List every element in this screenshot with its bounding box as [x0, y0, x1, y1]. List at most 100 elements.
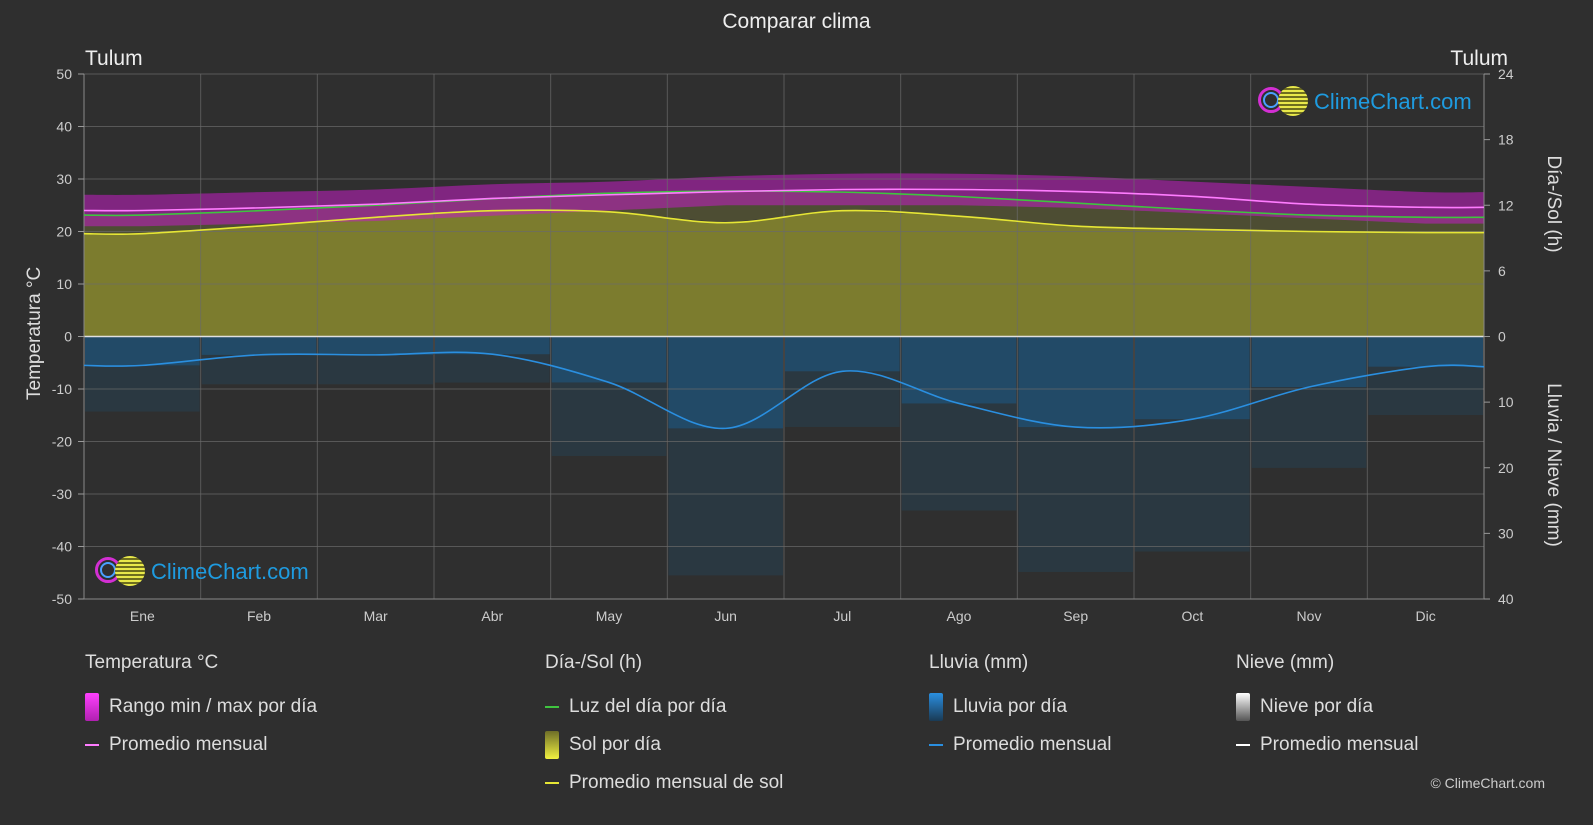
legend-snow: Nieve (mm) Nieve por día Promedio mensua… [1236, 652, 1418, 764]
y-left-tick-label: -20 [52, 434, 72, 450]
legend-label: Nieve por día [1260, 696, 1374, 717]
copyright: © ClimeChart.com [1430, 775, 1545, 791]
rain-bar-extreme [551, 336, 667, 456]
logo-top: ClimeChart.com [1258, 86, 1472, 118]
rain-bar [785, 336, 900, 372]
legend-heading: Nieve (mm) [1236, 652, 1335, 673]
rain-bar-extreme [201, 336, 317, 385]
rain-bar [901, 336, 1017, 404]
y-left-tick-label: -40 [52, 539, 72, 555]
rain-bar-extreme [318, 336, 433, 385]
rain-bar-extreme [85, 336, 200, 412]
y-right-bottom-tick-label: 20 [1498, 460, 1514, 476]
legend-item-daylight: Luz del día por día [545, 688, 783, 726]
y-left-tick-label: 20 [56, 224, 72, 240]
legend-heading: Día-/Sol (h) [545, 652, 643, 673]
rain-bar [1368, 336, 1483, 367]
rain-bar-extreme [668, 336, 783, 576]
y-right-bottom-tick-label: 30 [1498, 525, 1514, 541]
x-tick-label: Feb [247, 608, 271, 624]
rain-bar-extreme [1135, 336, 1250, 552]
x-tick-label: Mar [364, 608, 388, 624]
legend-label: Sol por día [569, 734, 661, 755]
legend-label: Luz del día por día [569, 696, 727, 717]
y-left-tick-label: 50 [56, 66, 72, 82]
y-left-tick-label: -50 [52, 591, 72, 607]
rain-bar-extreme [901, 336, 1017, 511]
legend-item-temp-avg: Promedio mensual [85, 726, 317, 764]
legend-item-rain-avg: Promedio mensual [929, 726, 1111, 764]
rain-bar [1018, 336, 1133, 428]
legend-sun: Día-/Sol (h) Luz del día por día Sol por… [545, 652, 783, 802]
y-right-top-tick-label: 12 [1498, 197, 1514, 213]
legend-rain: Lluvia (mm) Lluvia por día Promedio mens… [929, 652, 1111, 764]
rain-avg-swatch [929, 744, 943, 746]
y-left-tick-label: 10 [56, 276, 72, 292]
legend-item-sun-avg: Promedio mensual de sol [545, 764, 783, 802]
rain-bar [668, 336, 783, 429]
x-tick-label: Jun [714, 608, 737, 624]
snow-avg-swatch [1236, 744, 1250, 746]
rain-bar [201, 336, 317, 355]
legend-label: Promedio mensual de sol [569, 772, 784, 793]
x-tick-label: Dic [1416, 608, 1436, 624]
daylight-swatch [545, 706, 559, 708]
legend-label: Promedio mensual [953, 734, 1112, 755]
rain-avg-line [83, 351, 1485, 430]
location-left: Tulum [85, 47, 143, 70]
y-right-top-tick-label: 24 [1498, 66, 1514, 82]
rain-bar-extreme [1018, 336, 1133, 572]
x-tick-label: Abr [481, 608, 503, 624]
climate-chart: 50 40 30 20 10 0 -10 -20 -30 -40 -50 24 18 12 6 0 10 20 30… [52, 66, 1514, 624]
y-left-tick-label: 30 [56, 171, 72, 187]
logo-bottom: ClimeChart.com [95, 556, 309, 588]
climechart-logo-icon [1258, 86, 1310, 118]
y-right-top-tick-label: 18 [1498, 132, 1514, 148]
snow-swatch [1236, 693, 1250, 721]
y-right-bottom-tick-label: 10 [1498, 394, 1514, 410]
y-left-tick-label: 40 [56, 119, 72, 135]
legend-item-temp-range: Rango min / max por día [85, 688, 317, 726]
climechart-logo-icon [95, 556, 147, 588]
y-left-tick-label: -30 [52, 486, 72, 502]
logo-text: ClimeChart.com [1314, 89, 1472, 114]
rain-bar [318, 336, 433, 355]
legend-item-snow-avg: Promedio mensual [1236, 726, 1418, 764]
temp-range-swatch [85, 693, 99, 721]
sunshine-avg-line [83, 209, 1485, 236]
rain-bar-extreme [1368, 336, 1483, 415]
legend-label: Rango min / max por día [109, 696, 318, 717]
rain-bar-extreme [1251, 336, 1367, 468]
location-right: Tulum [1450, 47, 1508, 70]
rain-bar [551, 336, 667, 383]
legend-label: Lluvia por día [953, 696, 1068, 717]
x-tick-label: Ene [130, 608, 155, 624]
rain-bar-extreme [785, 336, 900, 427]
rain-bar-extreme [435, 336, 550, 383]
legend-temperature: Temperatura °C Rango min / max por día P… [85, 652, 317, 764]
temp-avg-line [83, 188, 1485, 212]
legend-item-sunshine: Sol por día [545, 726, 783, 764]
x-tick-label: Sep [1063, 608, 1088, 624]
legend-heading: Lluvia (mm) [929, 652, 1029, 673]
y-right-bottom-tick-label: 40 [1498, 591, 1514, 607]
chart-title: Comparar clima [722, 10, 871, 33]
x-tick-label: Oct [1181, 608, 1203, 624]
y-left-tick-label: 0 [64, 329, 72, 345]
logo-text: ClimeChart.com [151, 559, 309, 584]
rain-bar [1135, 336, 1250, 420]
y-right-top-tick-label: 0 [1498, 329, 1506, 345]
y-left-tick-label: -10 [52, 381, 72, 397]
legend-label: Promedio mensual [1260, 734, 1419, 755]
x-tick-label: Nov [1297, 608, 1322, 624]
legend-label: Promedio mensual [109, 734, 268, 755]
rain-bar [435, 336, 550, 355]
legend-item-rain-daily: Lluvia por día [929, 688, 1111, 726]
x-tick-label: May [596, 608, 622, 624]
legend-item-snow-daily: Nieve por día [1236, 688, 1418, 726]
y-right-top-tick-label: 6 [1498, 263, 1506, 279]
sunshine-swatch [545, 731, 559, 759]
sun-avg-swatch [545, 782, 559, 784]
rain-swatch [929, 693, 943, 721]
legend-heading: Temperatura °C [85, 652, 219, 673]
